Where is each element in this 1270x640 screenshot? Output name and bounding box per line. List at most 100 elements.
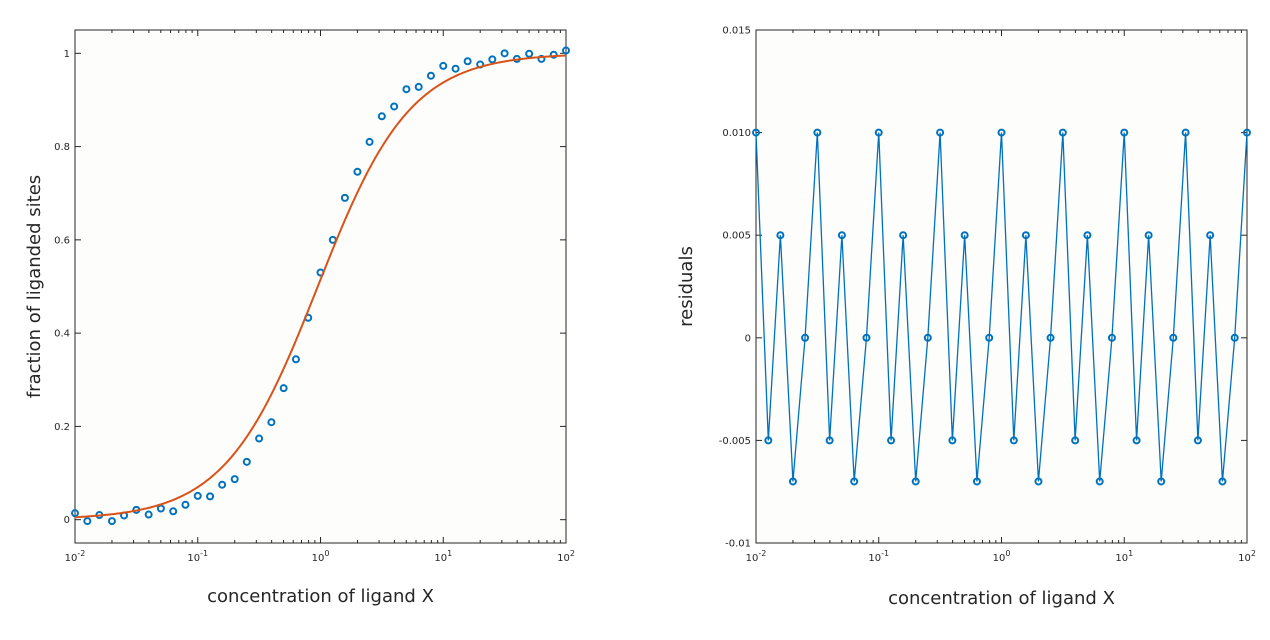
- residual-point: [776, 231, 785, 240]
- residual-point: [1107, 333, 1116, 342]
- x-tick-label: 100: [993, 549, 1011, 564]
- data-point: [488, 55, 497, 64]
- data-point: [279, 384, 288, 393]
- residual-point: [1157, 477, 1166, 486]
- data-point: [255, 434, 264, 443]
- residual-point: [825, 436, 834, 445]
- data-point: [525, 49, 534, 58]
- x-tick-label: 101: [1115, 549, 1133, 564]
- residual-point: [1181, 128, 1190, 137]
- y-tick-label: -0.01: [725, 539, 751, 550]
- data-point: [500, 49, 509, 58]
- x-tick-label: 100: [312, 549, 330, 564]
- data-point: [463, 57, 472, 66]
- data-point: [549, 50, 558, 59]
- residual-point: [936, 128, 945, 137]
- y-axis-label: fraction of liganded sites: [24, 175, 45, 398]
- x-tick-label-base: 10: [868, 553, 881, 564]
- x-tick-label-base: 10: [187, 553, 200, 564]
- x-tick-label: 101: [434, 549, 452, 564]
- data-point: [402, 85, 411, 94]
- data-point: [537, 54, 546, 63]
- x-tick-label-base: 10: [557, 553, 570, 564]
- residual-point: [948, 436, 957, 445]
- x-tick-label: 10-2: [746, 549, 767, 564]
- y-tick-label: 0.8: [54, 142, 70, 153]
- y-tick-label: 0.010: [722, 128, 751, 139]
- residual-point: [1144, 231, 1153, 240]
- axes-frame: [74, 29, 567, 544]
- residual-point: [862, 333, 871, 342]
- residual-point: [1071, 436, 1080, 445]
- y-tick-label: -0.005: [719, 436, 751, 447]
- x-axis-label: concentration of ligand X: [888, 588, 1115, 609]
- x-tick-label-exponent: 0: [1005, 549, 1010, 558]
- x-tick-label: 102: [1238, 549, 1256, 564]
- x-tick-label-exponent: -1: [200, 549, 208, 558]
- residual-point: [1132, 436, 1141, 445]
- residual-point: [1046, 333, 1055, 342]
- x-tick-label: 102: [557, 549, 575, 564]
- residuals-chart: 10-2 10-1 100 101 102-0.01-0.00500.0050.0100…: [676, 26, 1256, 610]
- y-tick-label: 0.2: [54, 422, 70, 433]
- y-tick-label: 0: [64, 515, 70, 526]
- data-point: [377, 112, 386, 121]
- data-point: [414, 82, 423, 91]
- data-point: [193, 491, 202, 500]
- y-tick-label: 1: [64, 49, 70, 60]
- residual-point: [923, 333, 932, 342]
- x-tick-label-base: 10: [993, 553, 1006, 564]
- x-tick-label: 10-1: [187, 549, 208, 564]
- data-point: [107, 517, 116, 526]
- residual-point: [1034, 477, 1043, 486]
- residual-point: [1120, 128, 1129, 137]
- fit-chart: 10-2 10-1 100 101 10200.20.40.60.81concentra…: [24, 29, 575, 607]
- data-point: [242, 457, 251, 466]
- x-tick-label-exponent: 0: [324, 549, 329, 558]
- data-point: [390, 102, 399, 111]
- y-tick-label: 0.005: [722, 231, 751, 242]
- residual-point: [1009, 436, 1018, 445]
- data-point: [451, 64, 460, 73]
- residual-line: [755, 132, 1248, 482]
- residual-point: [899, 231, 908, 240]
- residual-point: [985, 333, 994, 342]
- data-point: [365, 137, 374, 146]
- x-tick-label-base: 10: [434, 553, 447, 564]
- residual-point: [960, 231, 969, 240]
- axes-frame: [755, 29, 1248, 544]
- fit-curve: [74, 54, 567, 519]
- x-tick-label-exponent: 1: [447, 549, 452, 558]
- residual-point: [1021, 231, 1030, 240]
- residual-point: [911, 477, 920, 486]
- x-tick-label-exponent: -2: [77, 549, 85, 558]
- data-point: [353, 167, 362, 176]
- residual-point: [1243, 128, 1251, 137]
- residual-point: [837, 231, 846, 240]
- data-point: [230, 475, 239, 484]
- x-tick-label-exponent: 1: [1128, 549, 1133, 558]
- residual-point: [1206, 231, 1215, 240]
- y-tick-label: 0.015: [722, 26, 751, 37]
- residual-point: [1083, 231, 1092, 240]
- data-point: [71, 509, 79, 518]
- data-point: [291, 355, 300, 364]
- data-point: [439, 61, 448, 70]
- residual-point: [1058, 128, 1067, 137]
- x-tick-label-exponent: -2: [758, 549, 766, 558]
- residual-point: [752, 128, 760, 137]
- residual-point: [1169, 333, 1178, 342]
- data-point: [156, 504, 165, 513]
- data-point: [83, 517, 92, 526]
- x-tick-label-exponent: -1: [881, 549, 889, 558]
- residual-point: [764, 436, 773, 445]
- residual-point: [1230, 333, 1239, 342]
- residual-point: [874, 128, 883, 137]
- x-tick-label: 10-2: [65, 549, 86, 564]
- data-point: [181, 500, 190, 509]
- data-point: [169, 507, 178, 516]
- x-tick-label-base: 10: [65, 553, 78, 564]
- y-tick-label: 0: [745, 333, 751, 344]
- residual-point: [850, 477, 859, 486]
